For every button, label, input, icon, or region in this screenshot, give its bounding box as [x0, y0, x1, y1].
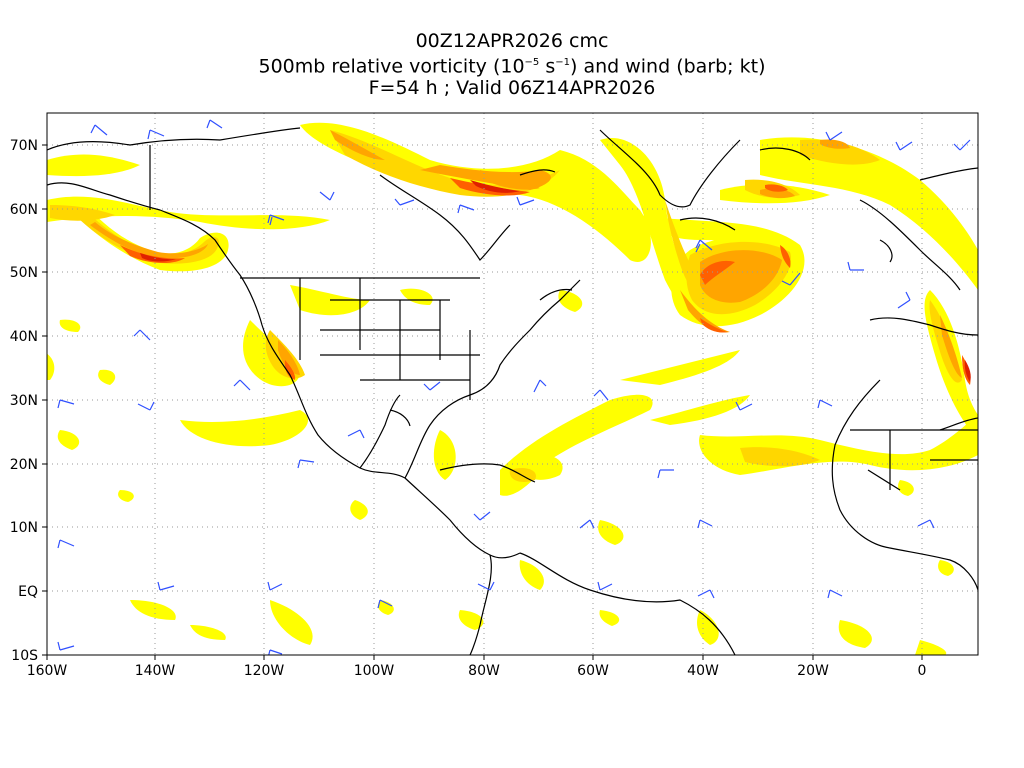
- lon-label: 100W: [354, 663, 395, 679]
- vorticity-shading: [47, 122, 978, 655]
- title-line-2: 500mb relative vorticity (10−5 s−1) and …: [0, 52, 1024, 77]
- latitude-labels: 70N 60N 50N 40N 30N 20N 10N EQ 10S: [10, 138, 38, 664]
- lat-label: EQ: [18, 584, 38, 600]
- longitude-labels: 160W 140W 120W 100W 80W 60W 40W 20W 0: [27, 663, 927, 679]
- title-exp-2: −1: [555, 57, 570, 68]
- lat-label: 10S: [11, 648, 38, 664]
- lon-label: 20W: [797, 663, 829, 679]
- vorticity-level-max: [140, 180, 971, 382]
- lon-label: 60W: [577, 663, 609, 679]
- lon-label: 40W: [687, 663, 719, 679]
- lat-label: 10N: [10, 520, 38, 536]
- coastlines: [47, 127, 978, 655]
- graticule: [47, 113, 978, 655]
- plot-frame: [46, 112, 979, 656]
- lat-label: 70N: [10, 138, 38, 154]
- title-line-1: 00Z12APR2026 cmc: [415, 30, 609, 52]
- plot-background: [47, 113, 978, 655]
- title-exp-1: −5: [524, 57, 540, 68]
- lat-label: 60N: [10, 202, 38, 218]
- title-line-2-start: 500mb relative vorticity (10: [258, 55, 525, 78]
- chart-title-block: 00Z12APR2026 cmc 500mb relative vorticit…: [0, 30, 1024, 99]
- lon-label: 0: [918, 663, 927, 679]
- lat-label: 20N: [10, 457, 38, 473]
- lon-label: 160W: [27, 663, 68, 679]
- tick-marks: [42, 144, 923, 660]
- lat-label: 40N: [10, 329, 38, 345]
- wind-barbs: [57, 119, 971, 655]
- lat-label: 30N: [10, 393, 38, 409]
- plot-area: [47, 113, 978, 655]
- lon-label: 140W: [135, 663, 176, 679]
- title-line-2-mid: s: [539, 55, 556, 78]
- title-line-3: F=54 h ; Valid 06Z14APR2026: [368, 77, 656, 100]
- lat-label: 50N: [10, 265, 38, 281]
- lon-label: 80W: [468, 663, 500, 679]
- title-line-2-end: ) and wind (barb; kt): [570, 55, 766, 78]
- lon-label: 120W: [244, 663, 285, 679]
